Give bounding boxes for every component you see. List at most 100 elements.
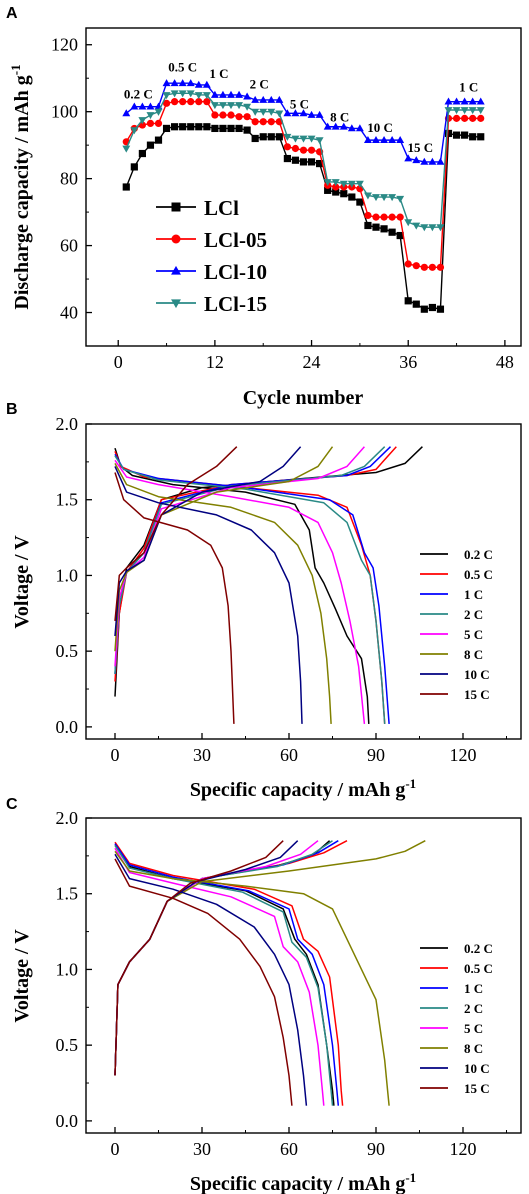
x-axis-title-b-sup: -1 [405, 776, 416, 791]
data-point-lcl-10 [162, 79, 171, 87]
data-point-lcl-15 [146, 112, 155, 120]
data-point-lcl-15 [170, 90, 179, 98]
data-point-lcl-10 [396, 135, 405, 144]
y-tick-label: 2.0 [56, 414, 79, 434]
x-tick-label: 0 [111, 745, 120, 765]
data-point-lcl [219, 124, 227, 133]
data-point-lcl-15 [404, 219, 413, 227]
data-point-lcl-05 [469, 114, 477, 122]
data-point-lcl [348, 193, 356, 201]
rate-label: 1 C [459, 80, 478, 95]
legend-label: LCl-05 [204, 228, 267, 252]
legend-label: 5 C [464, 1021, 483, 1036]
data-point-lcl-15 [307, 135, 316, 143]
data-point-lcl-15 [380, 194, 389, 202]
data-point-lcl-15 [178, 90, 187, 98]
data-point-lcl-15 [275, 110, 284, 118]
data-point-lcl-05 [243, 113, 251, 121]
data-point-lcl-15 [468, 107, 477, 115]
x-tick-label: 12 [206, 352, 224, 372]
y-axis-title-a-main: Discharge capacity / mAh g [11, 75, 33, 309]
data-point-lcl-15 [323, 179, 332, 187]
rate-label: 5 C [290, 96, 309, 111]
legend-label: 0.2 C [464, 941, 493, 956]
rate-label: 15 C [407, 140, 433, 155]
data-point-lcl-15 [388, 194, 397, 202]
data-point-lcl-05 [162, 99, 171, 107]
data-point-lcl-10 [404, 154, 413, 162]
plot-frame-c [85, 817, 522, 1134]
data-point-lcl-10 [299, 109, 308, 117]
data-point-lcl [211, 124, 219, 133]
rate-label: 8 C [330, 110, 349, 125]
data-point-lcl-05 [372, 213, 380, 221]
x-tick-label: 0 [111, 1139, 120, 1159]
discharge-curve-1C [114, 453, 390, 724]
data-point-lcl-15 [436, 224, 445, 232]
legend-label: 8 C [464, 1041, 483, 1056]
legend-swatch-marker [171, 299, 181, 309]
data-point-lcl-15 [428, 224, 437, 232]
discharge-curve-5C [114, 847, 325, 1106]
discharge-curve-2C [114, 844, 334, 1106]
legend-swatch-marker [171, 265, 181, 275]
data-point-lcl-05 [195, 98, 203, 106]
data-point-lcl-05 [412, 262, 420, 270]
legend-label: 1 C [464, 981, 483, 996]
y-axis-title-c: Voltage / V [11, 929, 33, 1023]
legend-label: 10 C [464, 667, 490, 682]
y-tick-label: 1.5 [56, 490, 79, 510]
legend-label: 0.5 C [464, 567, 493, 582]
data-point-lcl-10 [275, 95, 284, 103]
rate-label: 0.2 C [124, 86, 153, 101]
data-point-lcl-10 [436, 157, 445, 165]
legend-c: 0.2 C 0.5 C 1 C 2 C 5 C 8 C 10 C 15 C [420, 941, 493, 1096]
x-tick-label: 90 [367, 745, 385, 765]
y-tick-label: 0.0 [56, 717, 79, 737]
rate-label: 0.5 C [168, 60, 197, 75]
x-tick-label: 90 [367, 1139, 385, 1159]
data-point-lcl-10 [444, 97, 453, 105]
data-point-lcl [227, 124, 235, 133]
data-point-lcl [154, 136, 163, 144]
discharge-curve-1C [114, 843, 340, 1106]
x-tick-label: 60 [280, 745, 298, 765]
legend-label: 2 C [464, 607, 483, 622]
data-point-lcl-10 [323, 122, 332, 130]
y-tick-label: 0.0 [56, 1111, 79, 1131]
x-axis-title-b-main: Specific capacity / mAh g [190, 779, 406, 801]
legend-a: LCl LCl-05 LCl-10 LCl-15 [156, 196, 267, 316]
rate-labels-a: 0.2 C 0.5 C 1 C 2 C 5 C 8 C 10 C 15 C 1 C [124, 60, 478, 155]
data-point-lcl-15 [347, 180, 356, 188]
data-point-lcl [275, 133, 283, 141]
discharge-curve-10C [114, 466, 303, 724]
marks-b [114, 446, 423, 724]
data-point-lcl-10 [291, 109, 300, 117]
data-point-lcl [179, 123, 187, 131]
legend-label: 0.5 C [464, 961, 493, 976]
data-point-lcl-05 [259, 118, 267, 126]
y-tick-label: 1.0 [56, 565, 79, 585]
data-point-lcl-10 [428, 157, 437, 165]
data-point-lcl [356, 198, 364, 206]
discharge-curve-15C [114, 858, 293, 1106]
x-tick-label: 60 [280, 1139, 298, 1159]
data-point-lcl-15 [372, 194, 380, 202]
data-point-lcl-10 [227, 90, 235, 98]
data-point-lcl-15 [235, 102, 244, 110]
data-point-lcl-10 [307, 110, 316, 118]
data-point-lcl-05 [267, 118, 275, 126]
legend-swatch-marker [171, 202, 181, 212]
data-point-lcl-05 [211, 111, 219, 119]
rate-label: 10 C [367, 120, 393, 135]
data-point-lcl-15 [355, 180, 364, 188]
data-point-lcl [396, 231, 404, 240]
x-tick-label: 24 [303, 352, 321, 372]
data-point-lcl-10 [388, 135, 397, 144]
data-point-lcl-05 [283, 143, 291, 151]
x-axis-title-b: Specific capacity / mAh g-1 [190, 776, 416, 801]
data-point-lcl-10 [476, 97, 485, 105]
y-axis-title-a-sup: -1 [8, 64, 23, 75]
data-point-lcl-05 [299, 146, 308, 154]
marks-a [122, 79, 485, 313]
